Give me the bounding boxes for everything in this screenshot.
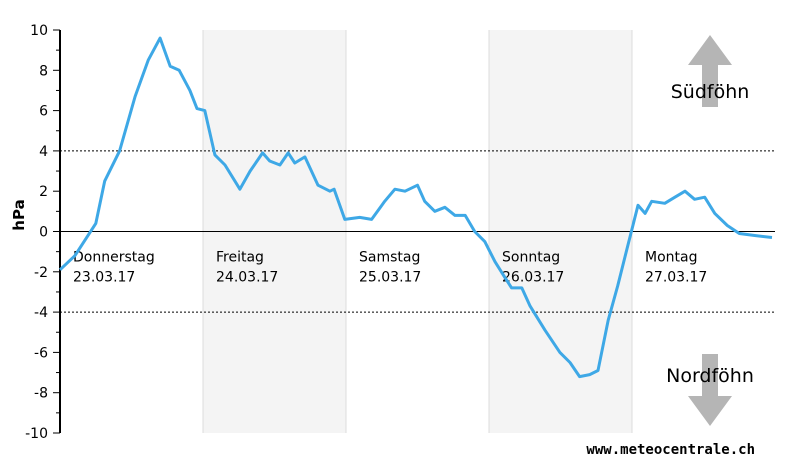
y-tick-label: 2 [39,184,48,200]
annotation: Nordföhn [666,365,754,387]
day-date: 27.03.17 [645,270,707,286]
annotation: Südföhn [671,81,750,103]
day-name: Donnerstag [73,250,155,266]
down-arrow [688,354,732,426]
day-name: Montag [645,250,697,266]
y-tick-label: 0 [39,225,48,241]
y-tick-label: 6 [39,104,48,120]
y-tick-label: 8 [39,63,48,79]
y-tick-label: 10 [30,23,48,39]
day-date: 26.03.17 [502,270,564,286]
y-tick-label: -6 [34,345,48,361]
up-arrow [688,35,732,107]
y-tick-label: -2 [34,265,48,281]
day-name: Samstag [359,250,420,266]
data-line [58,36,773,379]
y-tick-label: -4 [34,305,48,321]
day-name: Sonntag [502,250,560,266]
y-tick-label: -10 [25,426,48,442]
day-name: Freitag [216,250,264,266]
y-tick-label: -8 [34,386,48,402]
day-date: 23.03.17 [73,270,135,286]
y-axis-label: hPa [10,199,28,230]
day-date: 25.03.17 [359,270,421,286]
y-tick-label: 4 [39,144,48,160]
day-date: 24.03.17 [216,270,278,286]
source: www.meteocentrale.ch [586,442,755,458]
